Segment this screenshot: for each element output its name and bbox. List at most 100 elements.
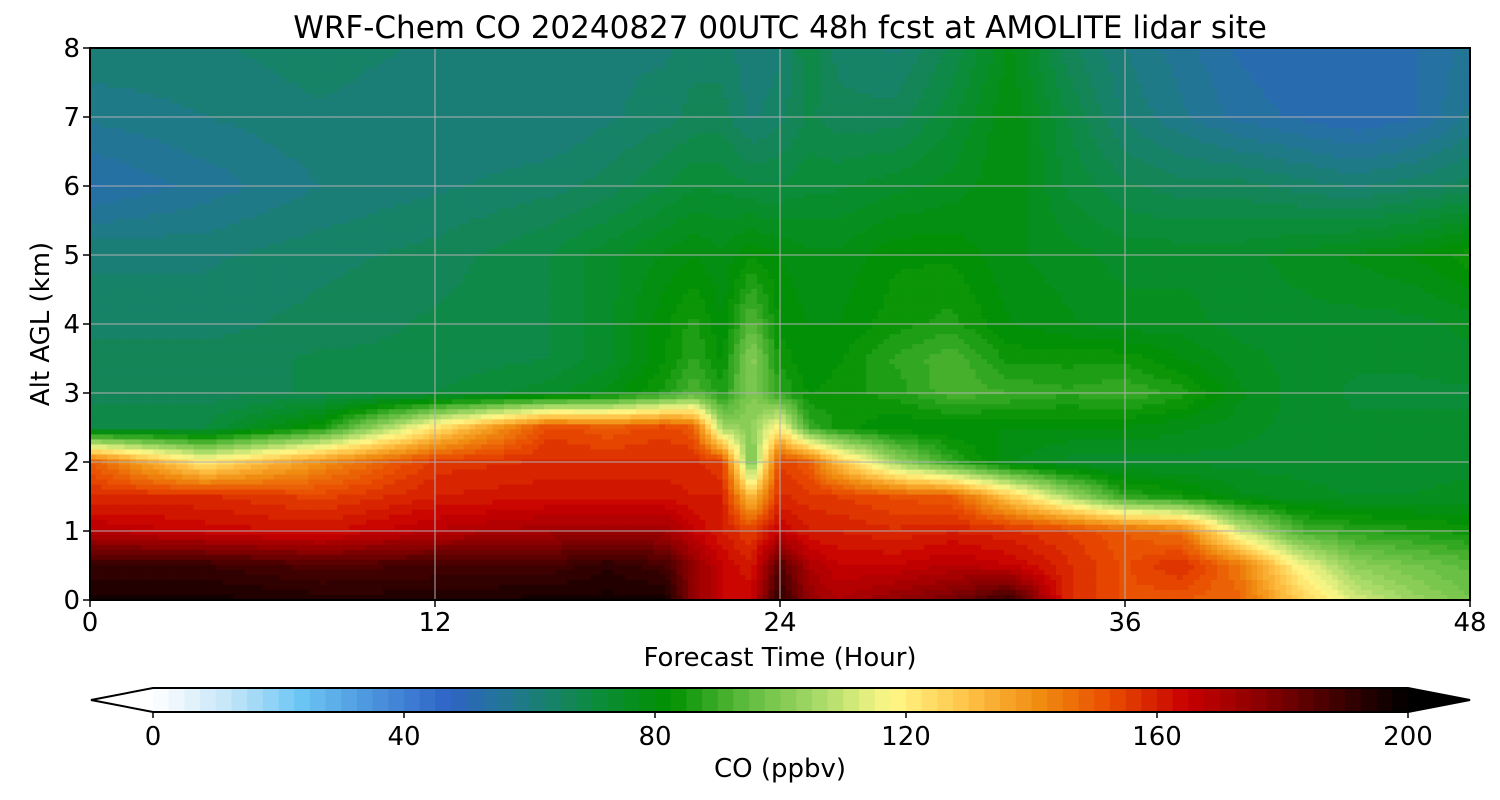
field-cell — [1113, 98, 1120, 104]
field-cell — [1010, 128, 1017, 134]
field-cell — [164, 133, 172, 139]
field-cell — [831, 108, 839, 114]
field-cell — [1263, 93, 1270, 99]
field-cell — [1286, 133, 1293, 139]
field-cell — [1401, 98, 1408, 104]
field-cell — [1240, 93, 1247, 99]
field-cell — [187, 78, 195, 84]
field-cell — [1458, 133, 1465, 139]
field-cell — [1464, 88, 1470, 94]
field-cell — [486, 78, 494, 84]
field-cell — [550, 73, 557, 79]
field-cell — [820, 133, 827, 139]
field-cell — [1343, 93, 1350, 99]
field-cell — [1044, 123, 1051, 129]
field-cell — [964, 73, 971, 79]
field-cell — [147, 103, 154, 109]
field-cell — [854, 113, 862, 119]
field-cell — [1366, 123, 1373, 129]
field-cell — [475, 133, 482, 139]
field-cell — [900, 58, 908, 64]
field-cell — [1067, 48, 1074, 54]
field-cell — [636, 73, 643, 79]
field-cell — [423, 123, 430, 129]
field-cell — [596, 133, 603, 139]
field-cell — [1176, 63, 1184, 69]
field-cell — [394, 98, 402, 104]
field-cell — [509, 133, 517, 139]
field-cell — [1194, 53, 1201, 59]
field-cell — [1429, 78, 1437, 84]
field-cell — [1268, 88, 1276, 94]
field-cell — [791, 143, 798, 149]
field-cell — [274, 138, 281, 144]
field-cell — [308, 133, 315, 139]
field-cell — [1015, 143, 1023, 149]
field-cell — [205, 53, 212, 59]
field-cell — [1096, 123, 1103, 129]
field-cell — [981, 103, 988, 109]
field-cell — [1217, 93, 1224, 99]
field-cell — [647, 63, 655, 69]
field-cell — [124, 83, 131, 89]
field-cell — [1038, 143, 1046, 149]
field-cell — [774, 113, 781, 119]
field-cell — [1424, 93, 1431, 99]
field-cell — [400, 93, 407, 99]
field-cell — [274, 63, 281, 69]
field-cell — [923, 48, 931, 54]
field-cell — [1102, 118, 1109, 124]
field-cell — [417, 143, 425, 149]
field-cell — [745, 123, 752, 129]
field-cell — [320, 98, 327, 104]
field-cell — [711, 138, 718, 144]
field-cell — [1372, 133, 1379, 139]
field-cell — [1228, 58, 1235, 64]
field-cell — [481, 108, 488, 114]
field-cell — [1142, 143, 1149, 149]
field-cell — [1366, 138, 1373, 144]
field-cell — [1217, 83, 1224, 89]
field-cell — [509, 48, 517, 54]
field-cell — [216, 98, 223, 104]
field-cell — [446, 83, 453, 89]
field-cell — [417, 48, 425, 54]
field-cell — [481, 123, 488, 129]
field-cell — [124, 143, 131, 149]
field-cell — [136, 53, 143, 59]
field-cell — [693, 68, 701, 74]
field-cell — [1021, 118, 1028, 124]
field-cell — [297, 113, 304, 119]
field-cell — [147, 78, 154, 84]
field-cell — [187, 53, 195, 59]
field-cell — [1245, 128, 1253, 134]
field-cell — [515, 103, 522, 109]
field-cell — [762, 63, 770, 69]
field-cell — [164, 138, 172, 144]
field-cell — [245, 53, 252, 59]
field-cell — [573, 83, 580, 89]
field-cell — [1458, 118, 1465, 124]
field-cell — [849, 68, 856, 74]
field-cell — [1061, 63, 1069, 69]
field-cell — [377, 128, 384, 134]
field-cell — [1136, 103, 1143, 109]
field-cell — [1406, 98, 1414, 104]
field-cell — [693, 63, 701, 69]
field-cell — [1263, 53, 1270, 59]
field-cell — [164, 113, 172, 119]
field-cell — [1441, 93, 1448, 99]
field-cell — [1286, 138, 1293, 144]
field-cell — [228, 53, 235, 59]
field-cell — [1004, 53, 1011, 59]
field-cell — [1406, 113, 1414, 119]
field-cell — [791, 148, 798, 154]
field-cell — [722, 113, 729, 119]
field-cell — [251, 88, 258, 94]
field-cell — [831, 48, 839, 54]
field-cell — [297, 103, 304, 109]
field-cell — [544, 93, 551, 99]
field-cell — [538, 98, 545, 104]
field-cell — [412, 128, 419, 134]
field-cell — [745, 93, 752, 99]
